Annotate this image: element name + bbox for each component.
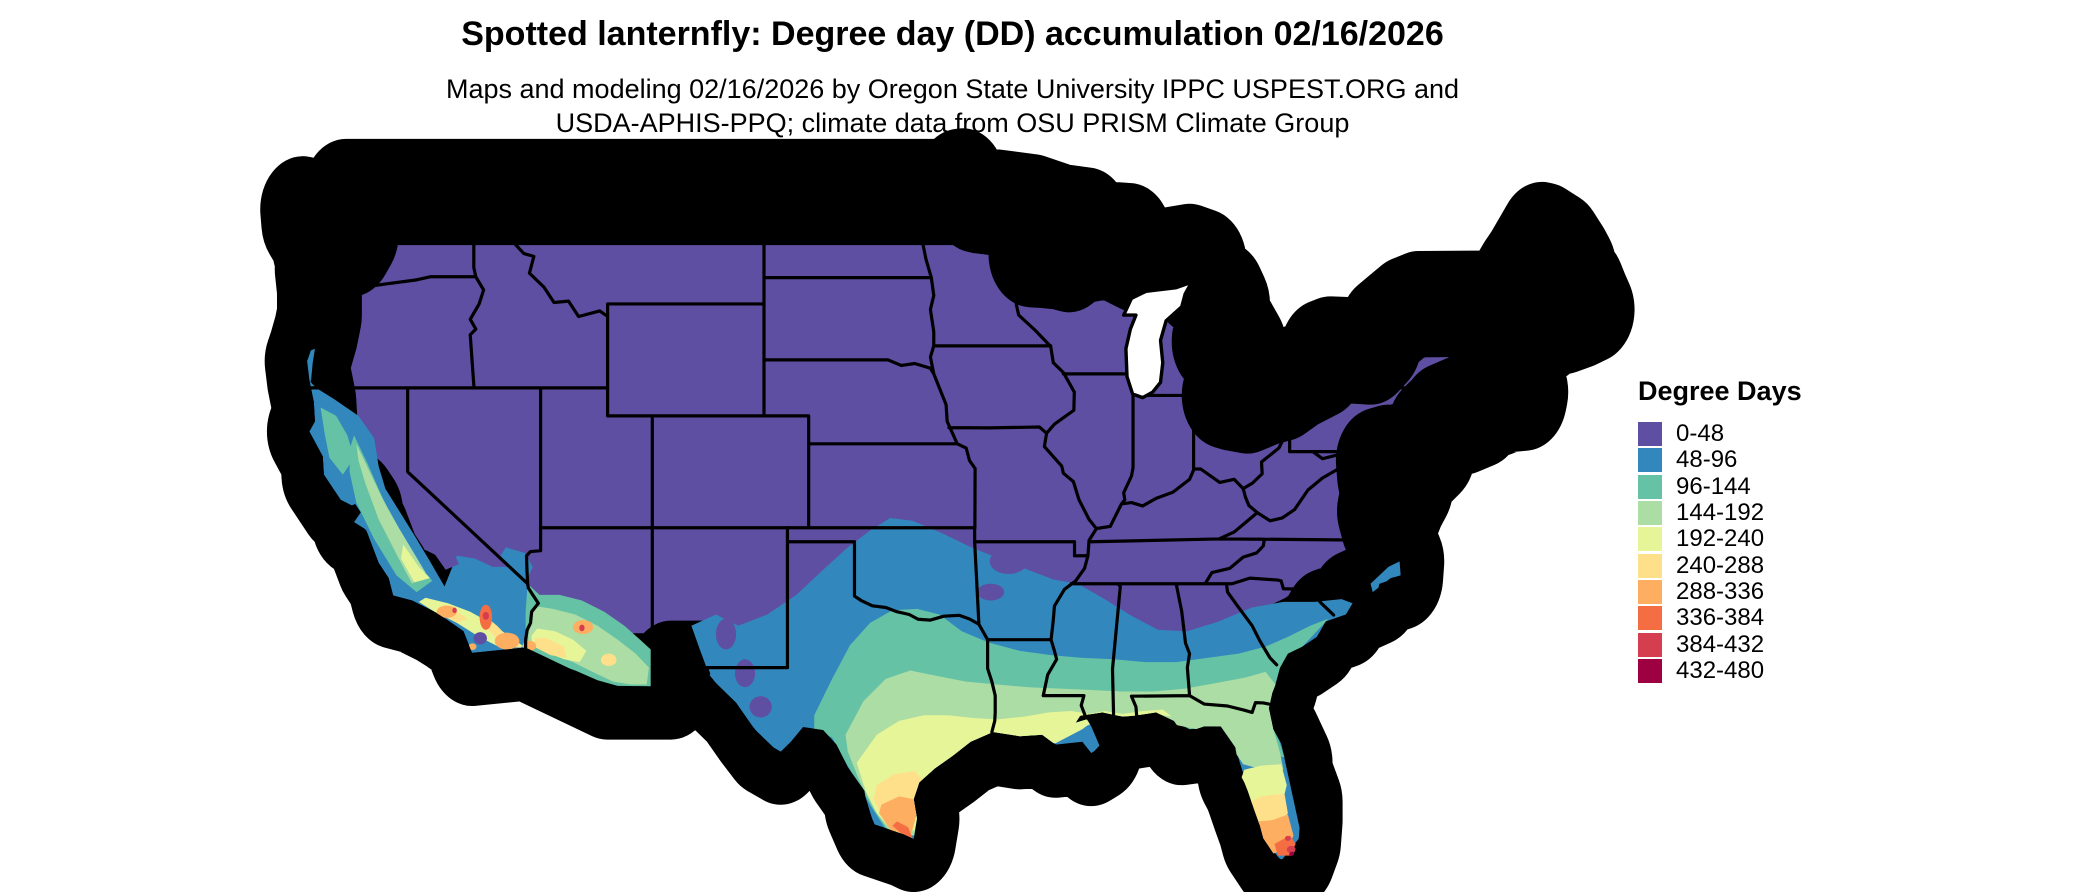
legend-label: 96-144 <box>1676 472 1751 500</box>
legend-label: 240-288 <box>1676 551 1765 579</box>
state-borders <box>309 192 1506 732</box>
legend-swatch-96-144 <box>1638 474 1662 499</box>
legend-label: 48-96 <box>1676 446 1738 474</box>
legend-label: 0-48 <box>1676 420 1725 448</box>
legend-swatch-192-240 <box>1638 527 1662 552</box>
legend-item: 96-144 <box>1638 474 1802 500</box>
legend-label: 336-384 <box>1676 604 1765 632</box>
legend-swatch-0-48 <box>1638 422 1662 447</box>
legend-item: 240-288 <box>1638 552 1802 578</box>
legend-label: 432-480 <box>1676 656 1765 684</box>
subtitle-line-2: USDA-APHIS-PPQ; climate data from OSU PR… <box>555 108 1350 138</box>
legend-title: Degree Days <box>1638 376 1802 406</box>
legend-item: 432-480 <box>1638 658 1802 684</box>
legend-swatch-336-384 <box>1638 606 1662 631</box>
page-title: Spotted lanternfly: Degree day (DD) accu… <box>461 15 1444 53</box>
legend-item: 192-240 <box>1638 526 1802 552</box>
legend-item: 0-48 <box>1638 421 1802 447</box>
legend-swatch-288-336 <box>1638 579 1662 604</box>
legend-swatch-240-288 <box>1638 553 1662 578</box>
legend-item: 288-336 <box>1638 579 1802 605</box>
legend-items: 0-48 48-96 96-144 144-192 192-240 240-288 288-… <box>1638 421 1802 684</box>
legend-item: 48-96 <box>1638 447 1802 473</box>
legend-label: 192-240 <box>1676 525 1765 553</box>
legend-swatch-144-192 <box>1638 501 1662 526</box>
legend-item: 144-192 <box>1638 500 1802 526</box>
legend-label: 288-336 <box>1676 577 1765 605</box>
legend-label: 384-432 <box>1676 630 1765 658</box>
legend: Degree Days 0-48 48-96 96-144 144-192 192-24… <box>1638 376 1802 684</box>
legend-item: 384-432 <box>1638 631 1802 657</box>
degree-day-bands <box>306 348 1401 860</box>
legend-swatch-432-480 <box>1638 658 1662 683</box>
subtitle-line-1: Maps and modeling 02/16/2026 by Oregon S… <box>445 74 1460 104</box>
legend-item: 336-384 <box>1638 605 1802 631</box>
lake-michigan <box>1124 282 1192 398</box>
legend-label: 144-192 <box>1676 499 1765 527</box>
page-subtitle: Maps and modeling 02/16/2026 by Oregon S… <box>0 72 1905 140</box>
legend-swatch-48-96 <box>1638 448 1662 473</box>
title-block: Spotted lanternfly: Degree day (DD) accu… <box>0 14 1905 140</box>
legend-swatch-384-432 <box>1638 632 1662 657</box>
